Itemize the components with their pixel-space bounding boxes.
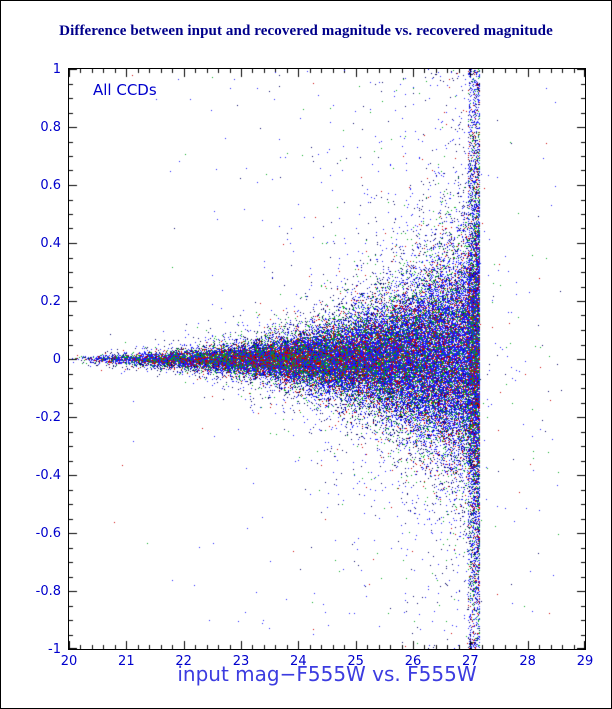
y-tick-label: 1 xyxy=(52,62,61,77)
x-tick-label: 22 xyxy=(175,654,192,669)
x-tick-label: 24 xyxy=(290,654,307,669)
x-tick-label: 29 xyxy=(576,654,594,669)
x-tick-label: 27 xyxy=(462,654,479,669)
y-tick-label: 0.4 xyxy=(40,236,61,251)
x-tick-label: 26 xyxy=(404,654,422,669)
y-tick-label: -0.8 xyxy=(35,584,61,599)
y-tick-label: -0.4 xyxy=(35,468,61,483)
x-tick-label: 21 xyxy=(118,654,135,669)
x-axis-label: input mag−F555W vs. F555W xyxy=(177,662,477,686)
y-tick-label: 0.6 xyxy=(40,178,61,193)
y-tick-label: 0 xyxy=(52,352,61,367)
y-tick-label: -0.2 xyxy=(35,410,61,425)
scatter-canvas xyxy=(69,69,585,649)
chart-title: Difference between input and recovered m… xyxy=(59,23,553,39)
x-tick-label: 20 xyxy=(60,654,78,669)
x-tick-label: 28 xyxy=(519,654,536,669)
annotation-all-ccds: All CCDs xyxy=(93,81,157,99)
y-tick-label: -1 xyxy=(48,642,61,657)
y-tick-label: 0.2 xyxy=(40,294,61,309)
x-tick-label: 23 xyxy=(232,654,250,669)
y-tick-label: -0.6 xyxy=(35,526,61,541)
plot-area xyxy=(68,68,586,650)
x-tick-label: 25 xyxy=(347,654,364,669)
y-tick-label: 0.8 xyxy=(40,120,61,135)
